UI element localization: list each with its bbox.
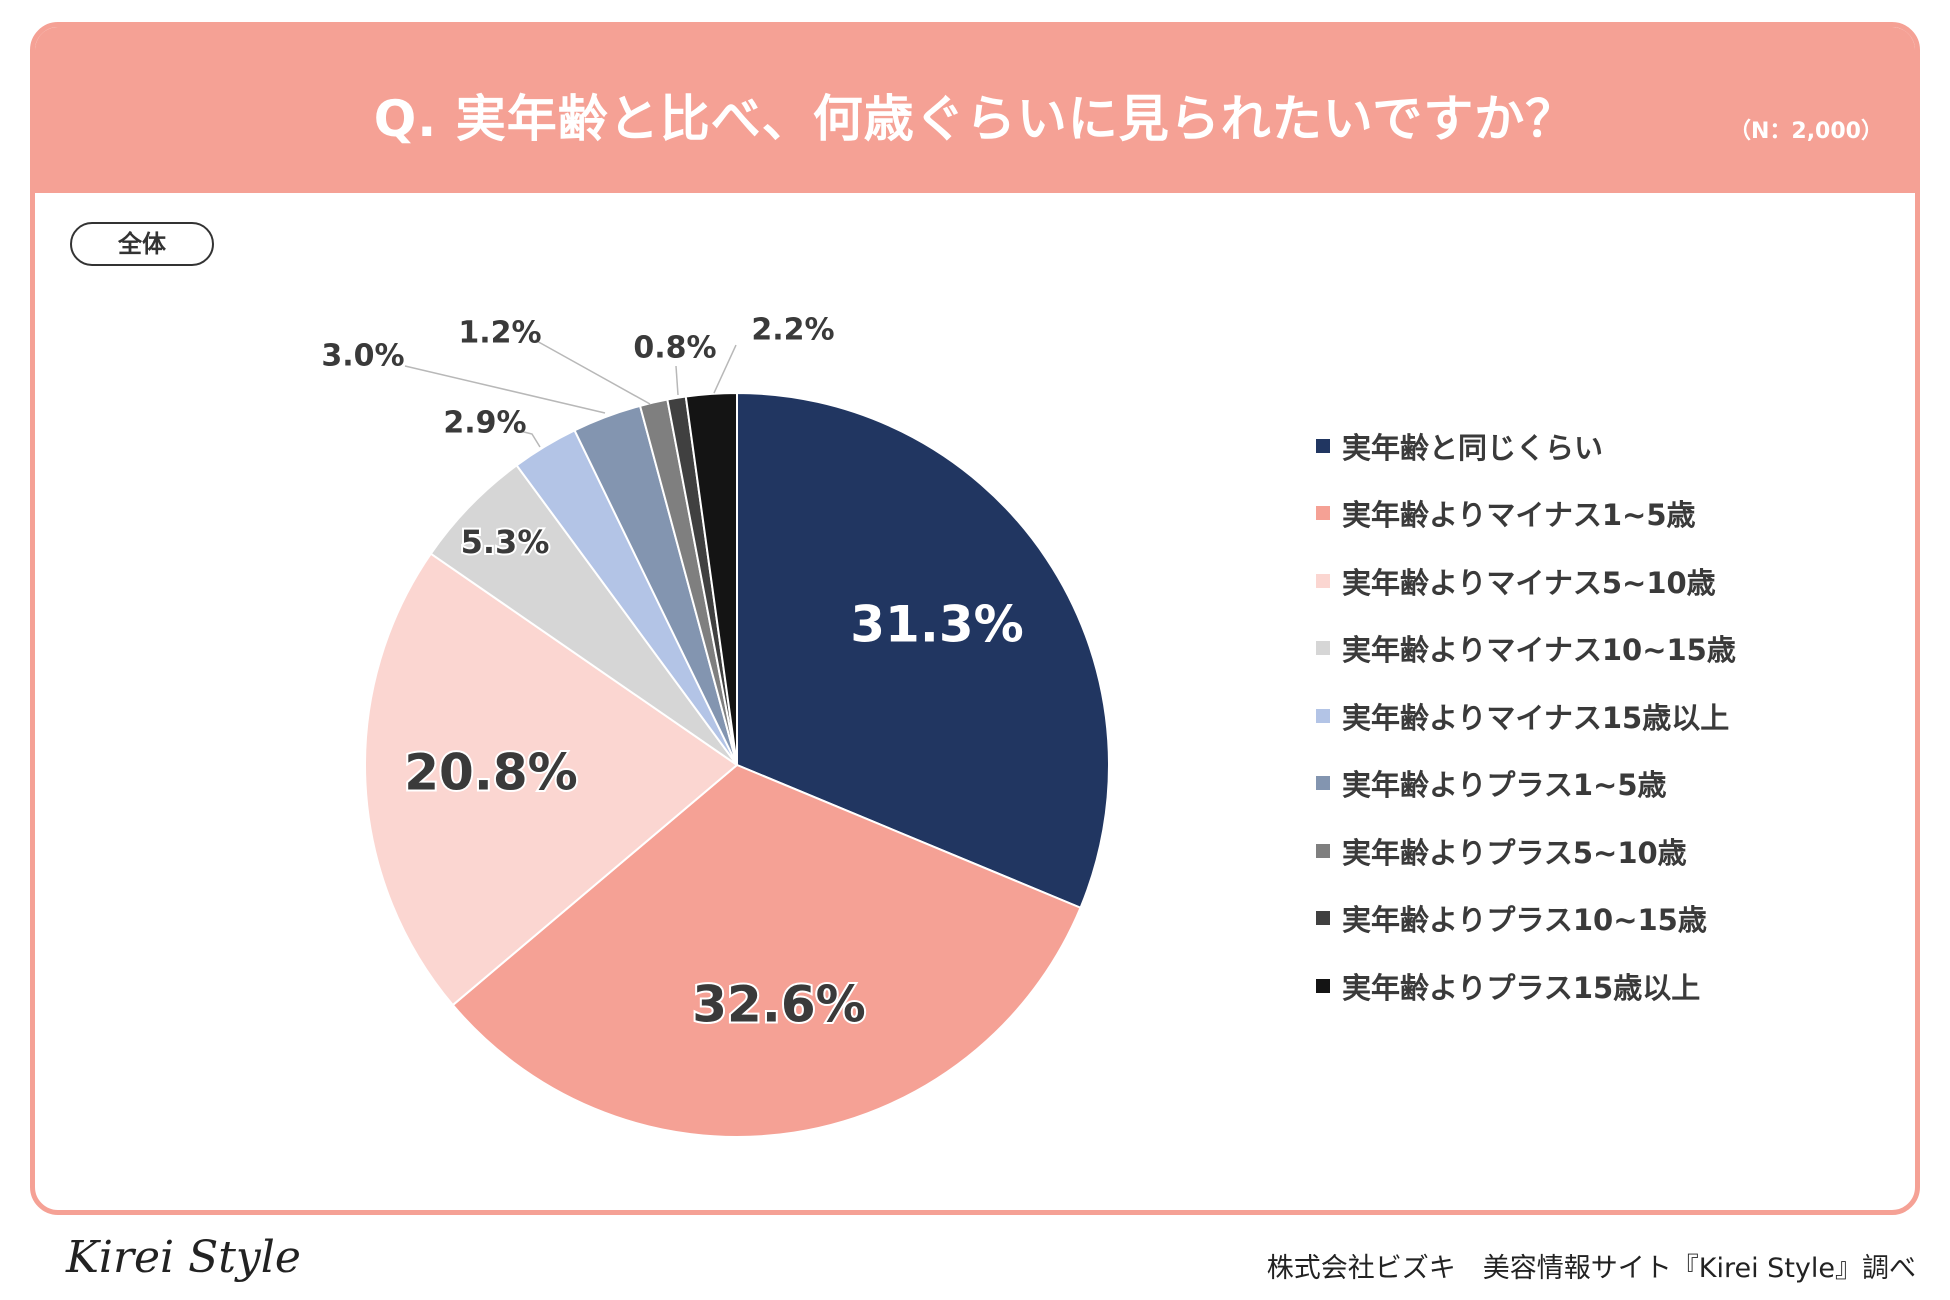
- slice-label: 20.8%: [404, 744, 577, 802]
- pie-slice: [736, 391, 1110, 910]
- leader-line: [713, 344, 737, 394]
- legend-item: 実年齢よりプラス5~10歳: [1316, 817, 1736, 885]
- sample-size: （N：2,000）: [1728, 119, 1883, 144]
- source-credit: 株式会社ビズキ 美容情報サイト『Kirei Style』調べ: [1266, 1253, 1916, 1284]
- pie-slice: [364, 552, 739, 1007]
- legend-swatch: [1316, 978, 1330, 993]
- slice-label: 0.8%: [633, 331, 716, 366]
- header-banner: Q. 実年齢と比べ、何歳ぐらいに見られたいですか？ （N：2,000）: [35, 27, 1915, 193]
- legend-swatch: [1316, 573, 1330, 588]
- legend-swatch: [1316, 438, 1330, 453]
- legend-item: 実年齢と同じくらい: [1316, 412, 1736, 480]
- legend-label: 実年齢よりマイナス1~5歳: [1342, 498, 1696, 533]
- legend-item: 実年齢よりマイナス5~10歳: [1316, 547, 1736, 615]
- legend-swatch: [1316, 641, 1330, 656]
- slice-label: 5.3%: [461, 523, 550, 561]
- legend-item: 実年齢よりマイナス1~5歳: [1316, 480, 1736, 548]
- leader-line: [519, 430, 541, 448]
- legend-label: 実年齢と同じくらい: [1342, 430, 1604, 465]
- leader-line: [534, 339, 651, 405]
- legend-label: 実年齢よりマイナス15歳以上: [1342, 700, 1730, 735]
- legend-swatch: [1316, 843, 1330, 858]
- legend-swatch: [1316, 911, 1330, 926]
- legend-label: 実年齢よりマイナス10~15歳: [1342, 633, 1736, 668]
- legend-item: 実年齢よりマイナス10~15歳: [1316, 615, 1736, 683]
- legend-swatch: [1316, 506, 1330, 521]
- legend-swatch: [1316, 708, 1330, 723]
- legend-label: 実年齢よりプラス1~5歳: [1342, 768, 1667, 803]
- chart-title: Q. 実年齢と比べ、何歳ぐらいに見られたいですか？: [373, 90, 1577, 148]
- segment-pill: 全体: [70, 222, 214, 266]
- legend-item: 実年齢よりプラス15歳以上: [1316, 952, 1736, 1020]
- legend-item: 実年齢よりプラス10~15歳: [1316, 885, 1736, 953]
- legend-item: 実年齢よりプラス1~5歳: [1316, 750, 1736, 818]
- brand-logo: Kirei Style: [66, 1232, 301, 1283]
- slice-label: 2.9%: [443, 406, 526, 441]
- slice-label: 31.3%: [850, 596, 1023, 654]
- pie-slice: [451, 763, 1082, 1138]
- slice-label: 32.6%: [692, 976, 865, 1034]
- legend-swatch: [1316, 776, 1330, 791]
- slice-label: 1.2%: [458, 316, 541, 351]
- chart-legend: 実年齢と同じくらい実年齢よりマイナス1~5歳 実年齢よりマイナス5~10歳 実年齢よ…: [1316, 412, 1736, 1020]
- legend-label: 実年齢よりマイナス5~10歳: [1342, 565, 1716, 600]
- slice-label: 2.2%: [751, 313, 834, 348]
- legend-item: 実年齢よりマイナス15歳以上: [1316, 682, 1736, 750]
- slice-label: 3.0%: [321, 339, 404, 374]
- leader-line: [404, 365, 606, 414]
- leader-line: [675, 365, 679, 396]
- legend-label: 実年齢よりプラス5~10歳: [1342, 835, 1687, 870]
- legend-label: 実年齢よりプラス10~15歳: [1342, 903, 1707, 938]
- legend-label: 実年齢よりプラス15歳以上: [1342, 970, 1701, 1005]
- pie-slice: [684, 391, 738, 766]
